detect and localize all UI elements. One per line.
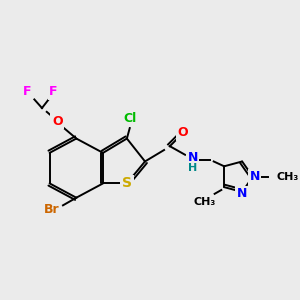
Text: Cl: Cl [123, 112, 136, 125]
Text: F: F [49, 85, 58, 98]
Text: H: H [188, 163, 197, 173]
Text: CH₃: CH₃ [194, 197, 216, 207]
Text: N: N [237, 188, 247, 200]
Text: CH₃: CH₃ [277, 172, 299, 182]
Text: O: O [178, 126, 188, 139]
Text: F: F [22, 85, 31, 98]
Text: N: N [188, 151, 198, 164]
Text: N: N [250, 170, 260, 183]
Text: O: O [52, 115, 63, 128]
Text: S: S [122, 176, 132, 190]
Text: Br: Br [44, 202, 59, 216]
